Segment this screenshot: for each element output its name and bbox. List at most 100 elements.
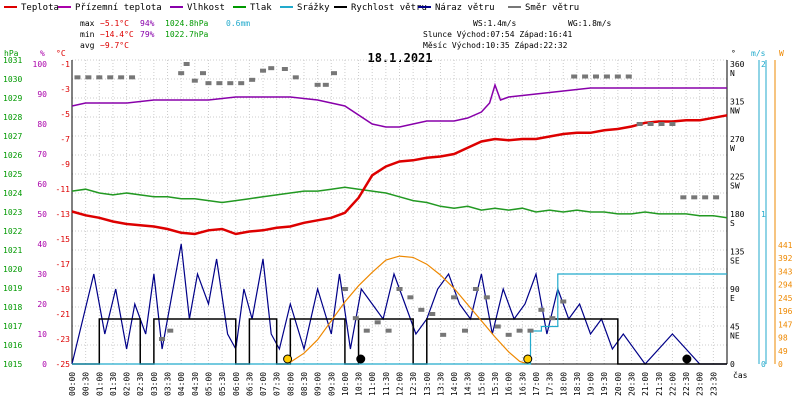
wind-dir-point (647, 122, 654, 126)
stats-moon: Měsíc Východ:10:35 Západ:22:32 (423, 41, 568, 50)
pressure-tick-label: 1031 (3, 56, 22, 65)
wind-dir-point (352, 316, 359, 321)
wind-dir-point (407, 295, 414, 300)
humidity-tick-label: 90 (37, 90, 47, 99)
time-tick-label: 09:30 (327, 372, 336, 396)
time-tick-label: 22:30 (682, 372, 691, 396)
time-tick-label: 13:30 (436, 372, 445, 396)
pressure-tick-label: 1020 (3, 265, 22, 274)
series-solar (287, 255, 528, 365)
wind-dir-point (129, 75, 136, 80)
solar-tick-label: 147 (778, 320, 793, 329)
solar-tick-label: 0 (778, 360, 783, 369)
series-wind-speed (72, 318, 727, 365)
time-tick-label: 07:30 (273, 372, 282, 396)
stats-max-temp: −5.1°C (100, 19, 129, 28)
time-tick-label: 15:00 (477, 372, 486, 396)
wind-dir-point (178, 71, 185, 76)
temperature-tick-label: -11 (56, 185, 71, 194)
wind-dir-point (292, 75, 299, 80)
stats-min-label: min (80, 30, 95, 39)
wind-dir-tick-label: 45 (730, 323, 740, 332)
wind-dir-point (593, 74, 599, 79)
wind-dir-point (527, 328, 534, 333)
wind-dir-tick-label: 270 (730, 135, 745, 144)
time-tick-label: 12:00 (396, 372, 405, 396)
temperature-tick-label: -15 (56, 235, 71, 244)
temperature-tick-label: -23 (56, 335, 71, 344)
pressure-tick-label: 1023 (3, 208, 22, 217)
legend-label: Tlak (250, 3, 272, 13)
stats-max-rain: 0.6mm (226, 19, 250, 28)
wind-dir-point (560, 299, 567, 304)
solar-tick-label: 294 (778, 281, 793, 290)
pressure-tick-label: 1027 (3, 132, 22, 141)
wind-dir-tick-label: NW (730, 107, 740, 116)
wind-dir-tick-label: E (730, 294, 735, 303)
wind-dir-point (322, 82, 329, 87)
legend-label: Náraz větru (435, 3, 495, 13)
stats-min-temp: −14.4°C (100, 30, 134, 39)
time-tick-label: 00:00 (68, 372, 77, 396)
wind-dir-point (702, 195, 709, 200)
wind-dir-point (385, 328, 392, 333)
time-tick-label: 17:30 (546, 372, 555, 396)
wind-dir-point (238, 81, 245, 86)
wind-dir-point (680, 195, 687, 200)
wind-dir-point (625, 74, 632, 79)
time-tick-label: 08:00 (286, 372, 295, 396)
time-tick-label: 14:30 (464, 372, 473, 396)
pressure-tick-label: 1024 (3, 189, 22, 198)
time-tick-label: 16:00 (505, 372, 514, 396)
series-rain (72, 273, 727, 365)
time-tick-label: 03:00 (150, 372, 159, 396)
wind-dir-point (440, 332, 447, 337)
humidity-unit-label: % (40, 49, 45, 58)
temperature-tick-label: -25 (56, 360, 71, 369)
pressure-tick-label: 1016 (3, 341, 22, 350)
time-tick-label: 00:30 (82, 372, 91, 396)
pressure-tick-label: 1019 (3, 284, 22, 293)
pressure-tick-label: 1025 (3, 170, 22, 179)
wind-dir-tick-label: 0 (730, 360, 735, 369)
time-tick-label: 04:00 (177, 372, 186, 396)
solar-tick-label: 49 (778, 347, 788, 356)
wind-dir-tick-label: SW (730, 182, 740, 191)
x-unit-label: čas (733, 370, 748, 380)
wind-dir-point (669, 122, 676, 126)
time-tick-label: 17:00 (532, 372, 541, 396)
wind-dir-point (118, 75, 125, 80)
pressure-tick-label: 1030 (3, 75, 22, 84)
wind-dir-point (516, 328, 523, 333)
pressure-tick-label: 1029 (3, 94, 22, 103)
time-tick-label: 01:00 (95, 372, 104, 396)
wind-dir-point (472, 287, 479, 291)
wind-dir-point (571, 74, 578, 79)
time-tick-label: 19:30 (600, 372, 609, 396)
wind-dir-point (538, 307, 545, 312)
time-tick-label: 07:00 (259, 372, 268, 396)
wind-dir-tick-label: S (730, 219, 735, 228)
wind-dir-point (281, 67, 288, 71)
time-tick-label: 09:00 (314, 372, 323, 396)
time-tick-label: 14:00 (450, 372, 459, 396)
wind-dir-point (260, 68, 267, 73)
wind-dir-point (603, 74, 610, 79)
humidity-tick-label: 60 (37, 180, 47, 189)
chart-title: 18.1.2021 (367, 51, 432, 65)
temperature-tick-label: -7 (60, 135, 70, 144)
wind-dir-point (374, 320, 381, 325)
time-tick-label: 03:30 (164, 372, 173, 396)
solar-unit-label: W (779, 49, 784, 58)
time-tick-label: 05:00 (204, 372, 213, 396)
wind-dir-point (505, 332, 512, 337)
wind-dir-tick-label: 315 (730, 98, 745, 107)
pressure-tick-label: 1017 (3, 322, 22, 331)
solar-tick-label: 245 (778, 294, 793, 303)
wind-dir-tick-label: SE (730, 257, 740, 266)
pressure-unit-label: hPa (4, 49, 19, 58)
pressure-tick-label: 1028 (3, 113, 22, 122)
humidity-tick-label: 0 (42, 360, 47, 369)
pressure-tick-label: 1026 (3, 151, 22, 160)
wind-dir-point (462, 328, 468, 333)
